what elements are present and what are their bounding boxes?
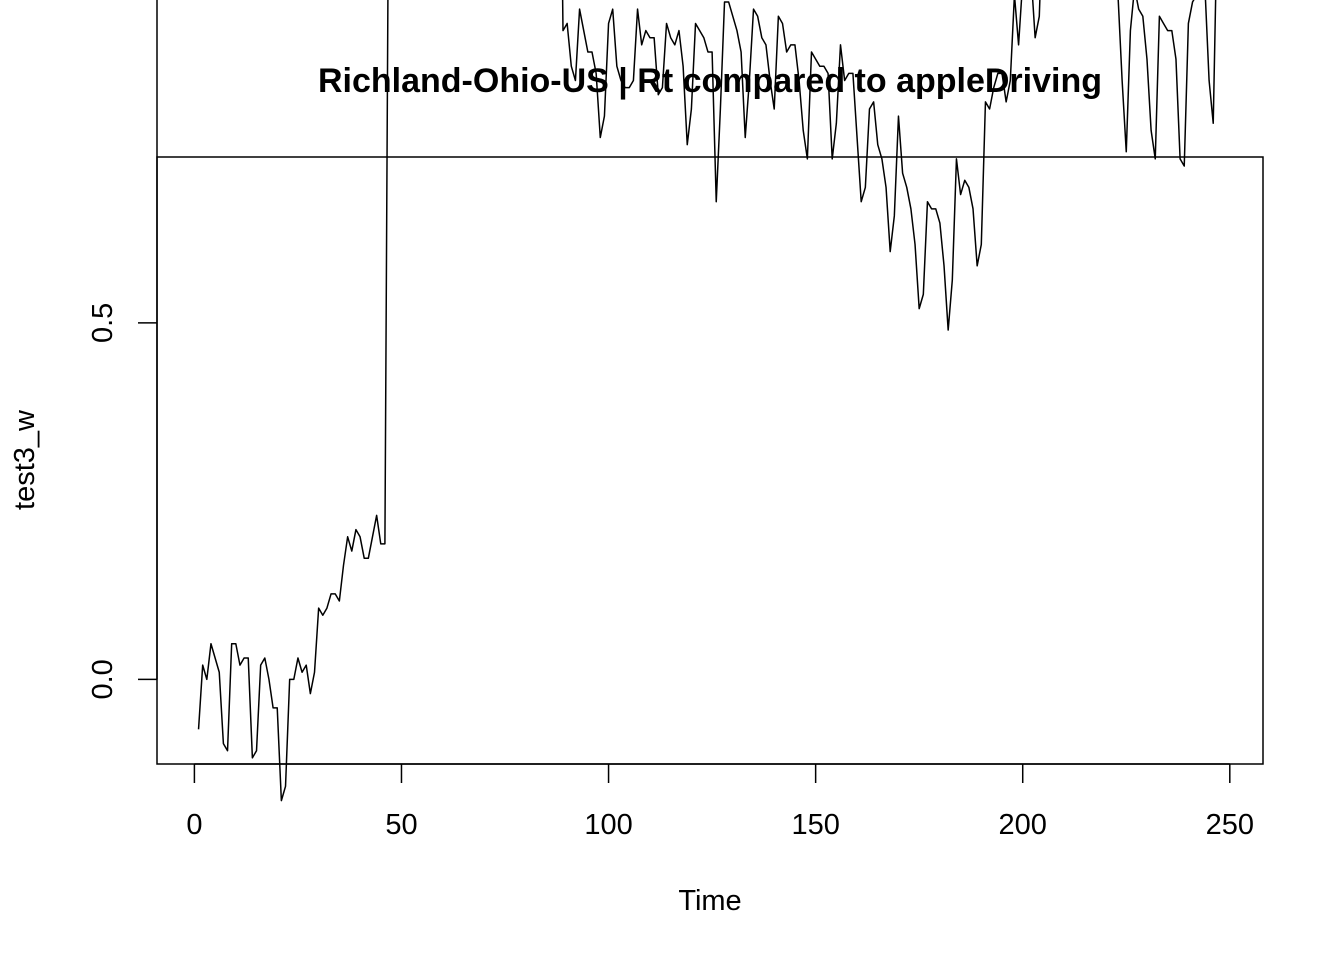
x-tick-label: 100 [584,809,632,841]
series-group [197,0,1217,802]
y-tick-label: 0.0 [87,659,119,699]
y-axis-title: test3_w [9,409,41,510]
x-tick-label: 200 [999,809,1047,841]
series-line-1 [197,0,1217,802]
x-tick-label: 0 [186,809,202,841]
x-tick-label: 250 [1206,809,1254,841]
x-tick-label: 150 [791,809,839,841]
chart-title: Richland-Ohio-US | Rt compared to appleD… [318,62,1102,100]
y-tick-label: 0.5 [87,303,119,343]
y-axis: 0.00.51.0 [87,0,158,700]
x-axis: 0 50 100 150 200 250 [186,763,1254,841]
x-tick-label: 50 [385,809,417,841]
x-axis-title: Time [678,885,741,917]
plot-frame [156,156,1264,765]
